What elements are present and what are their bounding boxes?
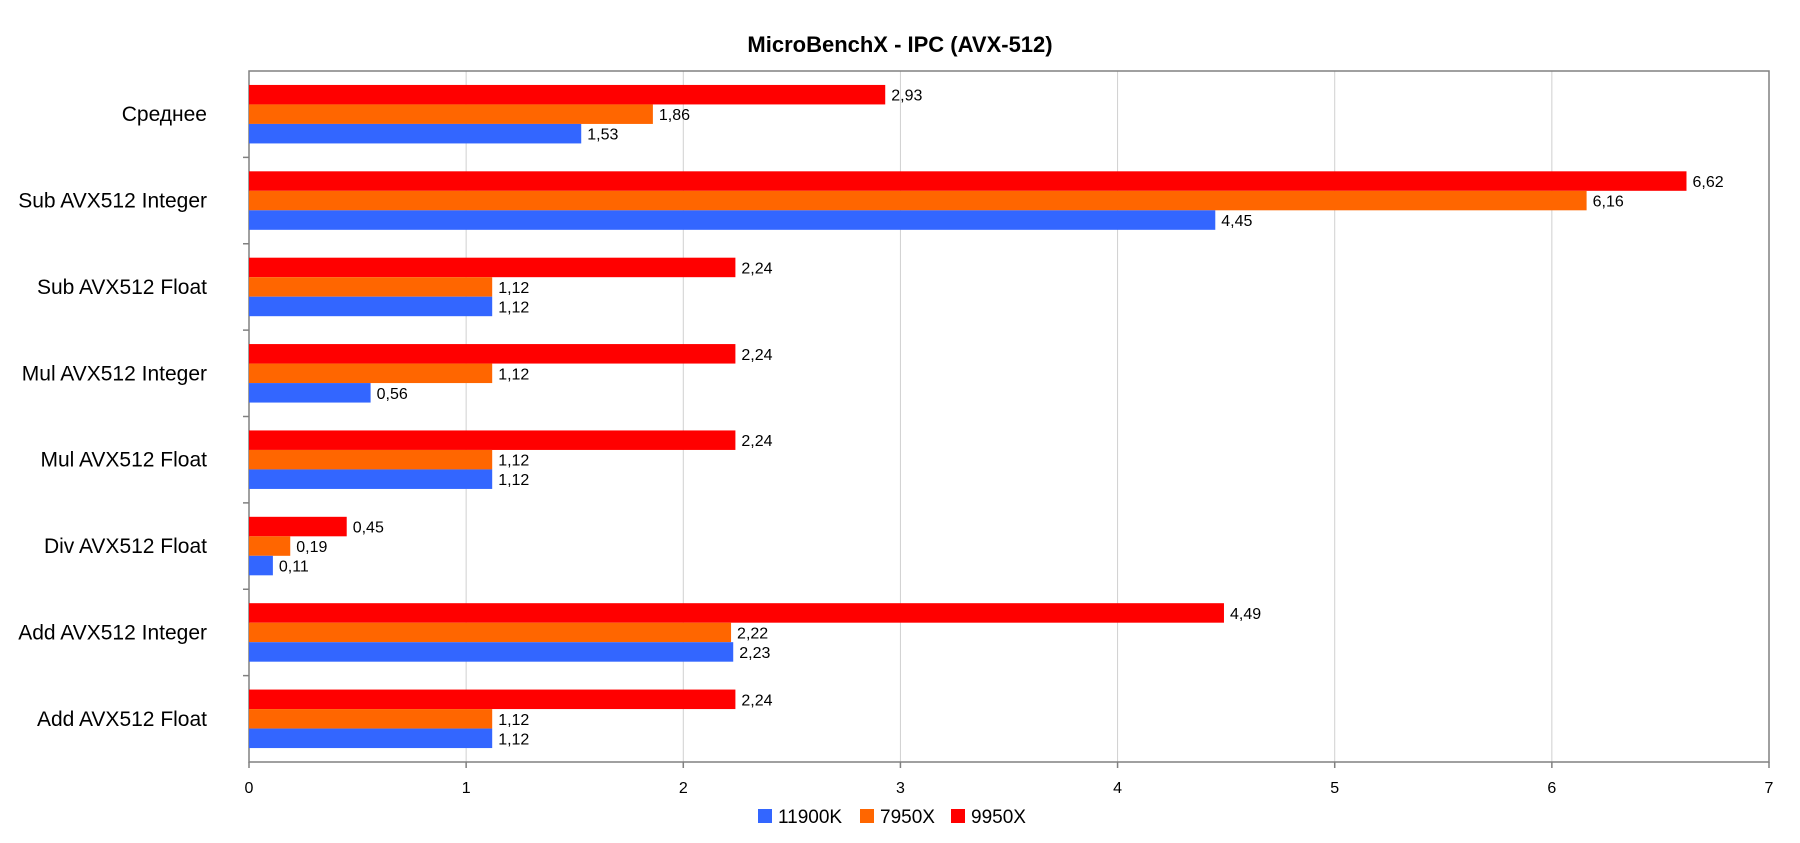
- legend-swatch-11900K: [758, 809, 772, 823]
- x-tick-label: 0: [245, 780, 254, 797]
- x-tick-label: 2: [679, 780, 688, 797]
- category-label: Mul AVX512 Float: [40, 449, 207, 472]
- data-label: 0,19: [296, 539, 327, 556]
- data-label: 4,45: [1221, 213, 1252, 230]
- data-label: 1,53: [587, 127, 618, 144]
- data-label: 2,24: [741, 692, 772, 709]
- x-tick-label: 1: [462, 780, 471, 797]
- legend-label-11900K: 11900K: [778, 807, 842, 828]
- data-label: 1,12: [498, 731, 529, 748]
- category-label: Add AVX512 Float: [37, 708, 207, 731]
- bar-11900K: [249, 123, 582, 144]
- bar-11900K: [249, 210, 1216, 230]
- x-tick-label: 4: [1113, 780, 1122, 797]
- data-label: 0,56: [377, 386, 408, 403]
- bar-9950X: [249, 84, 886, 105]
- bar-9950X: [249, 430, 736, 450]
- legend-label-7950X: 7950X: [880, 807, 935, 828]
- data-label: 0,45: [353, 520, 384, 537]
- legend-swatch-7950X: [860, 809, 874, 823]
- bar-11900K: [249, 383, 371, 403]
- legend-label-9950X: 9950X: [971, 807, 1026, 828]
- data-label: 2,22: [737, 625, 768, 642]
- bar-7950X: [249, 449, 493, 470]
- data-label: 2,24: [741, 260, 772, 277]
- data-label: 2,24: [741, 347, 772, 364]
- bar-11900K: [249, 728, 493, 749]
- bars-group: [249, 84, 1687, 749]
- category-label: Div AVX512 Float: [44, 535, 207, 558]
- x-tick-label: 7: [1765, 780, 1774, 797]
- data-label: 1,86: [659, 107, 690, 124]
- chart-title: MicroBenchX - IPC (AVX-512): [747, 32, 1052, 57]
- data-label: 0,11: [279, 559, 309, 576]
- bar-11900K: [249, 642, 734, 662]
- bar-9950X: [249, 689, 736, 710]
- bar-9950X: [249, 257, 736, 278]
- bar-11900K: [249, 555, 273, 576]
- bar-9950X: [249, 603, 1224, 623]
- data-label: 2,23: [739, 645, 770, 662]
- category-label: Sub AVX512 Float: [37, 276, 207, 299]
- x-tick-label: 3: [896, 780, 905, 797]
- data-label: 2,93: [891, 88, 922, 105]
- bar-9950X: [249, 344, 736, 364]
- data-label: 1,12: [498, 472, 529, 489]
- data-label: 6,62: [1692, 174, 1723, 191]
- data-label: 1,12: [498, 366, 529, 383]
- data-label: 1,12: [498, 280, 529, 297]
- bar-7950X: [249, 709, 493, 729]
- bar-11900K: [249, 296, 493, 317]
- bar-7950X: [249, 536, 291, 556]
- category-label: Sub AVX512 Integer: [18, 190, 207, 213]
- data-label: 6,16: [1593, 194, 1624, 211]
- data-label: 1,12: [498, 453, 529, 470]
- data-label: 1,12: [498, 299, 529, 316]
- bar-7950X: [249, 277, 493, 297]
- category-label: Mul AVX512 Integer: [22, 362, 207, 385]
- category-label: Add AVX512 Integer: [18, 621, 207, 644]
- x-tick-label: 5: [1330, 780, 1339, 797]
- legend: 11900K 7950X 9950X: [758, 807, 1026, 828]
- category-label: Среднее: [122, 103, 207, 126]
- data-label: 1,12: [498, 712, 529, 729]
- bar-7950X: [249, 104, 653, 124]
- bar-9950X: [249, 516, 347, 537]
- bar-9950X: [249, 171, 1687, 191]
- bar-7950X: [249, 622, 732, 643]
- bar-7950X: [249, 190, 1587, 211]
- data-label: 4,49: [1230, 606, 1261, 623]
- axes-group: 0 1 2 3 4 5 6 7 Среднее Sub AVX512 Integer Sub AVX…: [18, 103, 1773, 797]
- data-labels-group: 2,93 1,86 1,53 6,62 6,16 4,45 2,24 1,12 1,12 2,24…: [279, 88, 1724, 749]
- bar-7950X: [249, 363, 493, 384]
- legend-swatch-9950X: [951, 809, 965, 823]
- data-label: 2,24: [741, 433, 772, 450]
- bar-11900K: [249, 469, 493, 489]
- x-tick-label: 6: [1547, 780, 1556, 797]
